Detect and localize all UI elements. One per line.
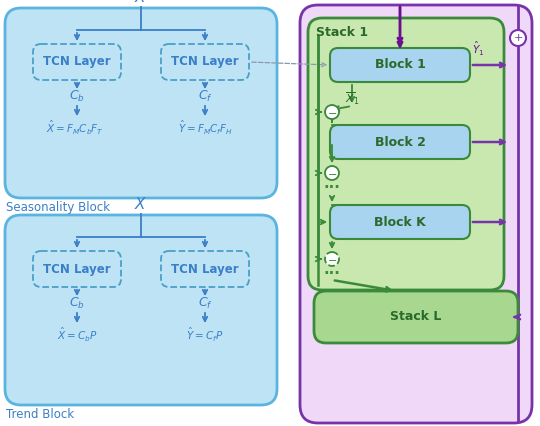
Text: Trend Block: Trend Block [6,408,74,421]
Circle shape [510,30,526,46]
Text: $\hat{Y}$: $\hat{Y}$ [512,0,524,2]
FancyBboxPatch shape [161,251,249,287]
Text: Seasonality Block: Seasonality Block [6,201,110,214]
Text: $-$: $-$ [327,107,337,117]
Text: $-$: $-$ [327,254,337,264]
FancyBboxPatch shape [330,125,470,159]
Text: $X$: $X$ [134,196,147,212]
FancyBboxPatch shape [161,44,249,80]
Text: Stack L: Stack L [390,311,442,323]
Text: $X$: $X$ [134,0,147,5]
Text: Block 1: Block 1 [375,58,426,72]
Circle shape [325,166,339,180]
Text: Stack 1: Stack 1 [316,26,368,39]
FancyBboxPatch shape [330,48,470,82]
Circle shape [325,252,339,266]
Text: TCN Layer: TCN Layer [43,262,111,276]
Text: $C_f$: $C_f$ [198,296,212,311]
FancyBboxPatch shape [5,8,277,198]
Circle shape [325,105,339,119]
Text: Block 2: Block 2 [375,135,426,149]
FancyBboxPatch shape [5,215,277,405]
Text: $C_b$: $C_b$ [69,89,85,104]
Text: ···: ··· [323,265,340,280]
FancyBboxPatch shape [300,5,532,423]
Text: $\overline{X}_1$: $\overline{X}_1$ [345,90,359,106]
Text: $\hat{X}=F_MC_bF_T$: $\hat{X}=F_MC_bF_T$ [46,119,104,137]
Text: Block K: Block K [374,216,426,228]
Text: $\hat{Y}_1$: $\hat{Y}_1$ [472,40,484,58]
Text: $C_f$: $C_f$ [198,89,212,104]
FancyBboxPatch shape [330,205,470,239]
Text: $\hat{X}=C_bP$: $\hat{X}=C_bP$ [57,326,97,344]
FancyBboxPatch shape [308,18,504,290]
FancyBboxPatch shape [314,291,518,343]
Text: TCN Layer: TCN Layer [171,262,239,276]
Text: TCN Layer: TCN Layer [171,55,239,69]
Text: ···: ··· [323,179,340,195]
Text: $C_b$: $C_b$ [69,296,85,311]
Text: $X$: $X$ [394,0,406,2]
Text: TCN Layer: TCN Layer [43,55,111,69]
Text: +: + [514,33,523,43]
Text: $\hat{Y}=C_fP$: $\hat{Y}=C_fP$ [186,326,224,344]
Text: $\hat{Y}=F_MC_fF_H$: $\hat{Y}=F_MC_fF_H$ [178,119,233,137]
FancyBboxPatch shape [33,251,121,287]
Text: $-$: $-$ [327,168,337,178]
FancyBboxPatch shape [33,44,121,80]
